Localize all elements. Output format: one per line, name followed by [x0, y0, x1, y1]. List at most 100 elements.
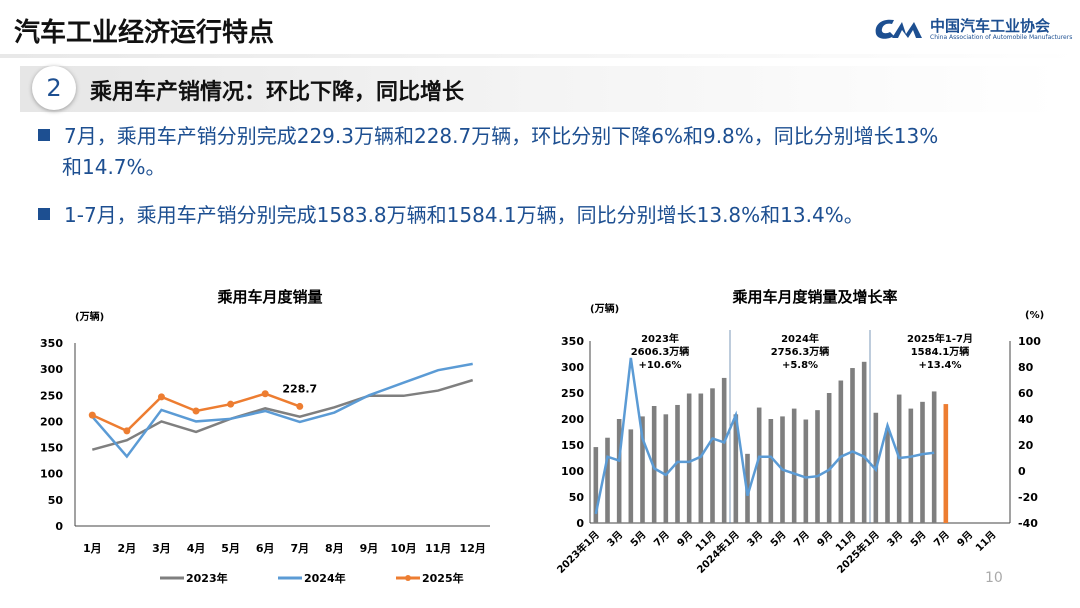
period-annotation: 2023年	[641, 332, 679, 345]
section-band	[20, 66, 1060, 112]
chart-title: 乘用车月度销量及增长率	[731, 288, 897, 306]
x-tick-label: 3月	[885, 529, 905, 549]
chart-title: 乘用车月度销量	[216, 288, 322, 306]
caam-logo-icon	[875, 19, 922, 39]
bullet-text: 7月，乘用车产销分别完成229.3万辆和228.7万辆，环比分别下降6%和9.8…	[64, 124, 939, 148]
legend-marker	[405, 575, 411, 581]
period-annotation: 2025年1-7月	[907, 332, 973, 345]
y2-tick-label: 100	[1018, 335, 1041, 348]
legend-label: 2024年	[304, 571, 346, 585]
x-tick-label: 8月	[325, 542, 344, 555]
x-tick-label: 5月	[908, 529, 928, 549]
y2-axis-unit: (%)	[1025, 310, 1044, 321]
sales-bar	[616, 419, 622, 523]
sales-bar	[943, 404, 949, 523]
monthly-sales-growth-chart: 乘用车月度销量及增长率(万辆)(%)050100150200250300350-…	[554, 288, 1044, 576]
growth-rate-line	[594, 357, 935, 515]
y-tick-label: 50	[569, 491, 585, 504]
header-rule	[0, 54, 1080, 58]
x-tick-label: 7月	[651, 529, 671, 549]
y-axis-unit: (万辆)	[590, 302, 619, 315]
data-point	[157, 393, 165, 401]
x-tick-label: 6月	[256, 542, 275, 555]
sales-bar	[850, 368, 855, 523]
legend-label: 2025年	[422, 571, 464, 585]
y2-tick-label: 20	[1018, 439, 1034, 452]
bullet-text-cont: 和14.7%。	[62, 155, 166, 179]
sales-bar	[815, 410, 820, 523]
period-annotation: +5.8%	[782, 360, 818, 371]
page-title: 汽车工业经济运行特点	[14, 18, 275, 48]
sales-bar	[733, 414, 739, 523]
sales-bar	[628, 429, 634, 523]
period-annotation: 2606.3万辆	[631, 345, 690, 358]
sales-bar	[698, 393, 704, 523]
data-point	[227, 400, 235, 408]
y-tick-label: 100	[40, 468, 63, 481]
data-point	[123, 427, 131, 435]
x-tick-label: 5月	[628, 529, 648, 549]
data-label: 228.7	[282, 382, 317, 395]
y2-tick-label: -40	[1018, 517, 1038, 530]
y-tick-label: 200	[561, 413, 584, 426]
x-tick-label: 7月	[791, 529, 811, 549]
legend-label: 2023年	[186, 571, 228, 585]
section-number: 2	[32, 66, 76, 110]
y-tick-label: 200	[40, 415, 63, 428]
sales-bar	[861, 361, 867, 523]
data-point	[296, 402, 304, 410]
x-tick-label: 7月	[931, 529, 951, 549]
sales-bar	[803, 419, 809, 523]
y-tick-label: 50	[48, 494, 64, 507]
sales-bar	[826, 393, 832, 523]
y-axis-unit: (万辆)	[75, 310, 104, 323]
x-tick-label: 4月	[187, 542, 206, 555]
sales-bar	[791, 408, 797, 523]
y-tick-label: 150	[561, 439, 584, 452]
logo-english: China Association of Automobile Manufact…	[930, 33, 1073, 41]
y-tick-label: 350	[561, 335, 584, 348]
x-tick-label: 9月	[815, 529, 835, 549]
y-tick-label: 250	[561, 387, 584, 400]
sales-bar	[908, 408, 914, 523]
bullet-square-icon	[38, 208, 50, 220]
sales-bar	[768, 419, 774, 523]
period-annotation: 2024年	[781, 332, 819, 345]
sales-bar	[920, 401, 925, 523]
y2-tick-label: 0	[1018, 465, 1026, 478]
sales-bar	[593, 447, 599, 523]
section-title: 乘用车产销情况：环比下降，同比增长	[90, 80, 465, 105]
y-tick-label: 100	[561, 465, 584, 478]
sales-bar	[686, 393, 692, 523]
y-tick-label: 250	[40, 389, 63, 402]
sales-bar	[651, 406, 657, 523]
x-tick-label: 1月	[83, 542, 102, 555]
x-tick-label: 5月	[221, 542, 240, 555]
data-point	[192, 407, 200, 415]
x-tick-label: 11月	[973, 529, 998, 554]
bullet-1: 7月，乘用车产销分别完成229.3万辆和228.7万辆，环比分别下降6%和9.8…	[38, 121, 938, 183]
period-annotation: 1584.1万辆	[911, 345, 970, 358]
period-annotation: 2756.3万辆	[771, 345, 830, 358]
x-tick-label: 10月	[390, 542, 416, 555]
sales-bar	[710, 388, 715, 523]
sales-bar	[885, 428, 890, 523]
y-tick-label: 350	[40, 337, 63, 350]
data-point	[261, 390, 269, 398]
sales-bar	[838, 380, 844, 523]
bullet-square-icon	[38, 129, 50, 141]
page-number: 10	[985, 570, 1003, 586]
x-tick-label: 3月	[152, 542, 171, 555]
y2-tick-label: 40	[1018, 413, 1034, 426]
y-tick-label: 0	[576, 517, 584, 530]
x-tick-label: 2023年1月	[554, 528, 602, 576]
x-tick-label: 9月	[675, 529, 695, 549]
y-tick-label: 300	[561, 361, 584, 374]
sales-bar	[721, 377, 727, 523]
logo-chinese: 中国汽车工业协会	[930, 16, 1051, 35]
x-tick-label: 3月	[605, 529, 625, 549]
x-tick-label: 9月	[955, 529, 975, 549]
x-tick-label: 5月	[768, 529, 788, 549]
monthly-sales-line-chart: 乘用车月度销量 (万辆) 0 50 100 150 200 250 300 350 1月 2月 3月 4月…	[40, 288, 490, 585]
x-tick-label: 9月	[360, 542, 379, 555]
